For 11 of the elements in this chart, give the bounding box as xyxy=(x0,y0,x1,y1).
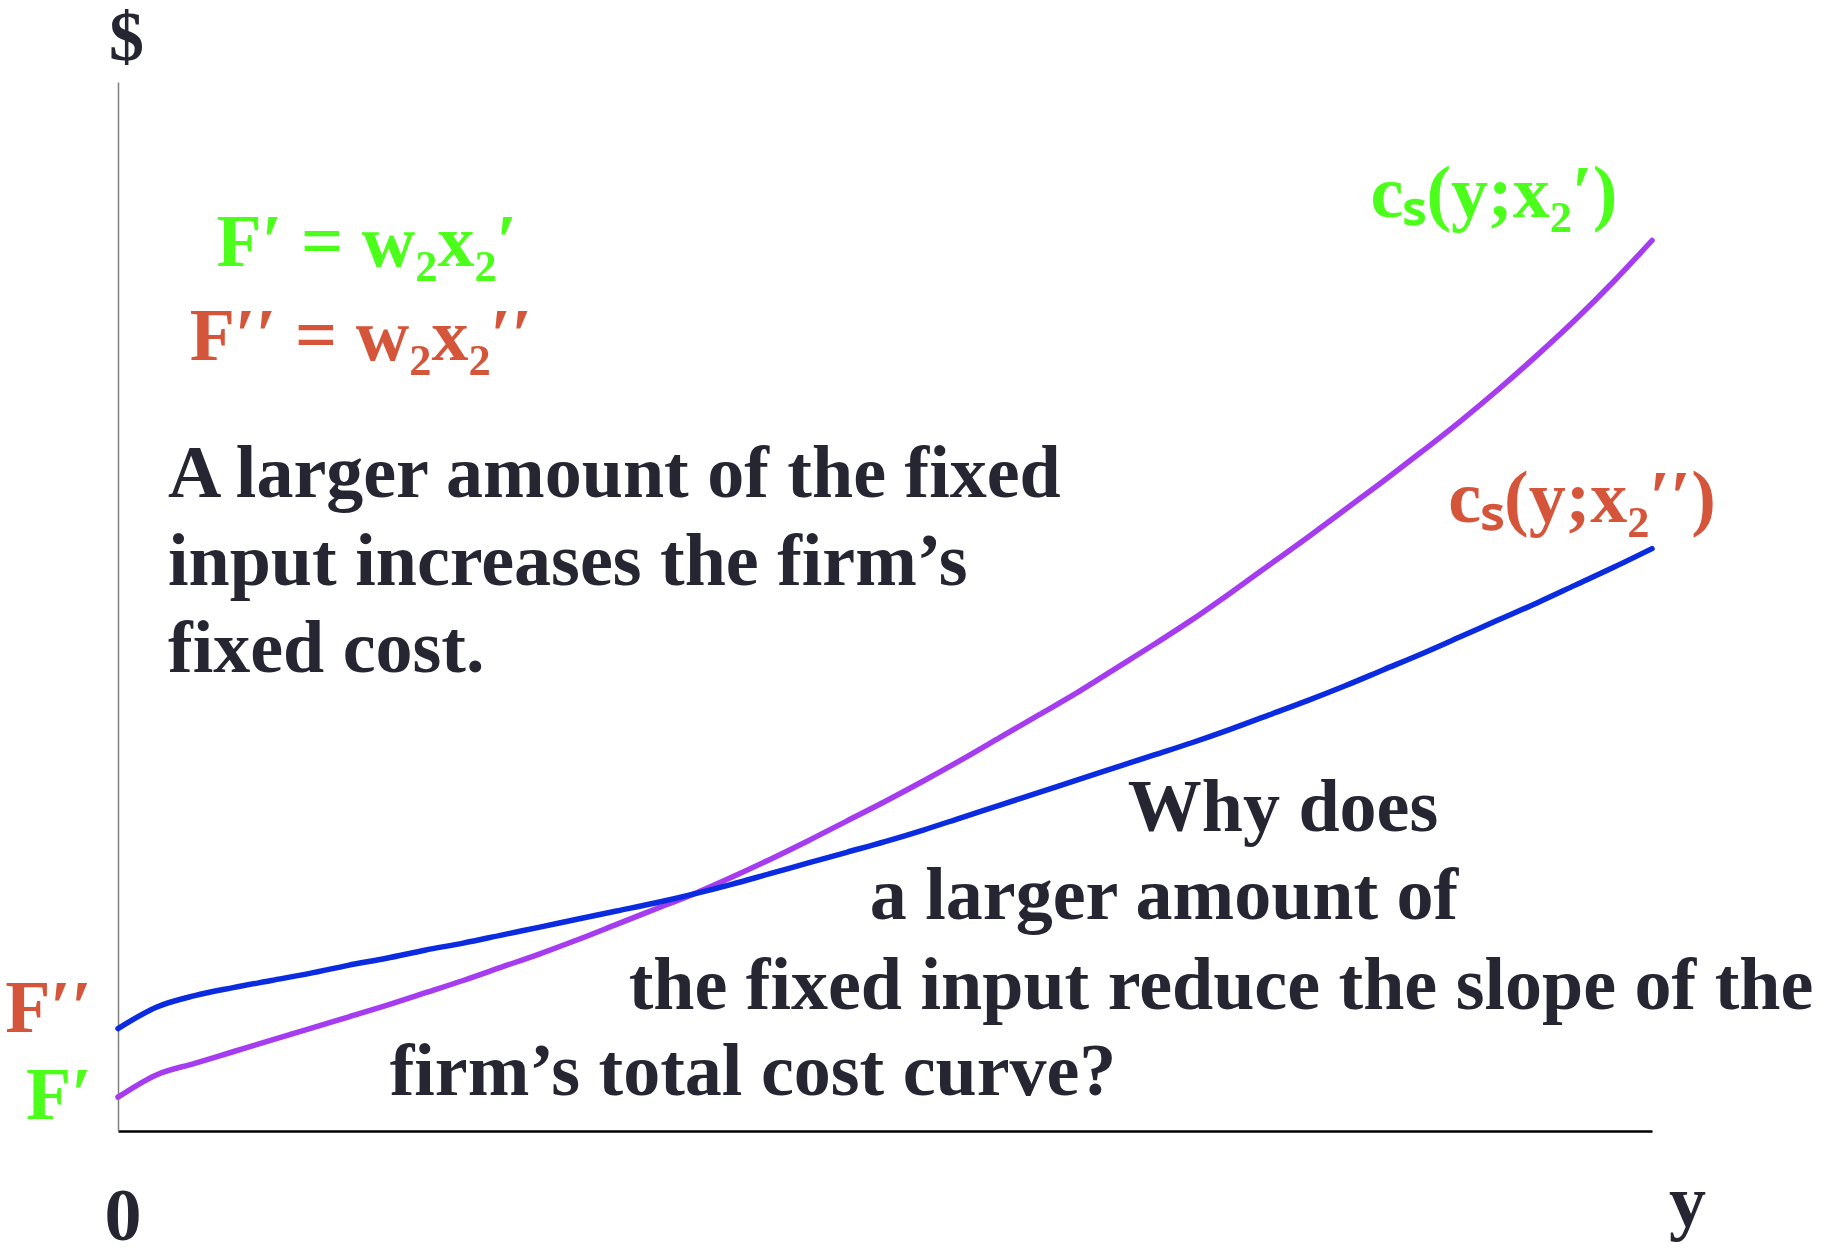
annotation: Why does a larger amount of the fixed input reduce the slope of the firm’s total cost curve? xyxy=(389,765,1814,1111)
series-label: cₛ(y;x₂′) xyxy=(1370,150,1618,233)
annotation: F′ = w₂x₂′ xyxy=(216,200,518,282)
x-axis-title: y xyxy=(1669,1159,1706,1242)
text: 0 xyxy=(104,1174,142,1248)
y-axis-title: $ xyxy=(109,0,144,75)
text: F′′ xyxy=(5,966,92,1048)
series-label: cₛ(y;x₂′′) xyxy=(1448,455,1716,538)
annotation: A larger amount of the fixed input increases the firm’s fixed cost. xyxy=(168,431,1061,688)
text: F′ xyxy=(25,1053,92,1135)
annotation: F′′ = w₂x₂′′ xyxy=(189,294,533,376)
